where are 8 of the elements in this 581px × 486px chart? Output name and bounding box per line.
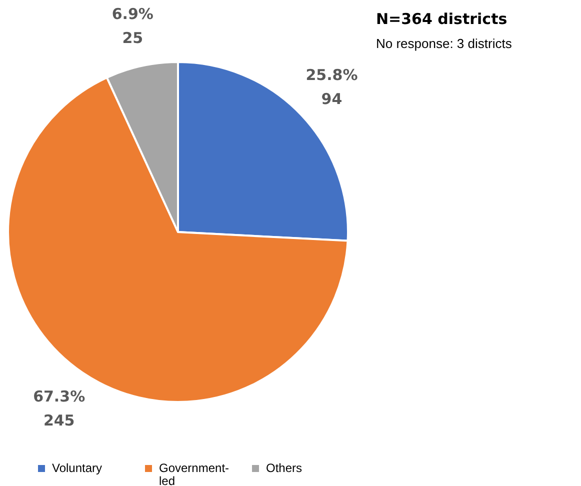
legend-label: Voluntary <box>52 461 102 475</box>
legend-label: Others <box>266 461 302 475</box>
text: No response: 3 districts <box>376 36 512 51</box>
data-label: 67.3% 245 <box>33 388 86 430</box>
text: N=364 districts <box>376 10 508 28</box>
data-label: 6.9% 25 <box>112 4 154 47</box>
legend-label: Government-led <box>159 461 230 486</box>
data-label: 25.8% 94 <box>306 66 358 108</box>
